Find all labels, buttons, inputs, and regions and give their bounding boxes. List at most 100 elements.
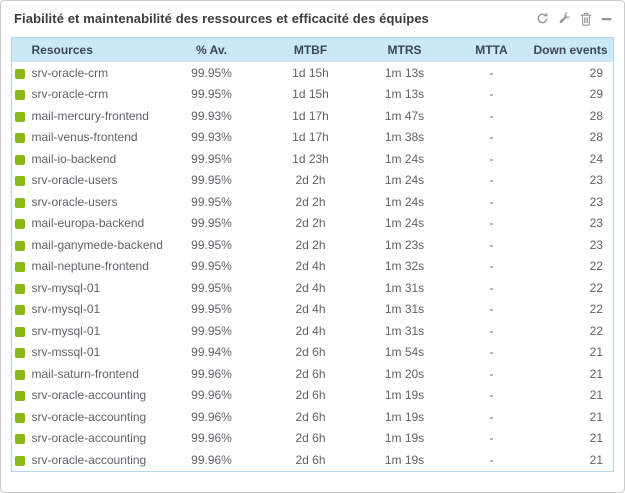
column-header-down-events[interactable]: Down events: [533, 37, 614, 62]
status-cell: [12, 299, 32, 321]
mtrs-value: 1m 24s: [384, 151, 425, 166]
mtrs-value: 1m 24s: [384, 173, 425, 188]
delete-button[interactable]: [580, 12, 592, 26]
table-row[interactable]: srv-oracle-accounting 99.96% 2d 6h 1m 19…: [12, 406, 614, 428]
down-events-value: 22: [589, 259, 603, 274]
column-header-mtta[interactable]: MTTA: [449, 37, 534, 62]
table-row[interactable]: srv-mysql-01 99.95% 2d 4h 1m 31s - 22: [12, 320, 614, 342]
status-cell: [12, 213, 32, 235]
table-row[interactable]: mail-neptune-frontend 99.95% 2d 4h 1m 32…: [12, 256, 614, 278]
resource-name: mail-saturn-frontend: [31, 366, 139, 381]
mtbf-value: 2d 6h: [295, 409, 326, 424]
status-cell: [12, 191, 32, 213]
table-row[interactable]: srv-mysql-01 99.95% 2d 4h 1m 31s - 22: [12, 299, 614, 321]
mtrs-value: 1m 19s: [384, 388, 425, 403]
resource-name: srv-oracle-users: [31, 194, 118, 209]
mtbf-value: 2d 4h: [295, 280, 326, 295]
column-header-availability[interactable]: % Av.: [161, 37, 262, 62]
table-row[interactable]: mail-venus-frontend 99.93% 1d 17h 1m 38s…: [12, 127, 614, 149]
resource-name: mail-ganymede-backend: [31, 237, 162, 252]
status-ok-icon: [15, 283, 25, 294]
column-header-resources[interactable]: Resources: [31, 37, 162, 62]
table-row[interactable]: mail-europa-backend 99.95% 2d 2h 1m 24s …: [12, 213, 614, 235]
table-row[interactable]: srv-mssql-01 99.94% 2d 6h 1m 54s - 21: [12, 342, 614, 364]
resource-name: srv-oracle-users: [31, 173, 118, 188]
mtta-value: -: [489, 216, 494, 231]
status-cell: [12, 428, 32, 450]
table-row[interactable]: srv-mysql-01 99.95% 2d 4h 1m 31s - 22: [12, 277, 614, 299]
availability-value: 99.96%: [191, 388, 232, 403]
mtta-value: -: [489, 323, 494, 338]
table-row[interactable]: mail-mercury-frontend 99.93% 1d 17h 1m 4…: [12, 105, 614, 127]
collapse-button[interactable]: [601, 12, 612, 26]
status-cell: [12, 277, 32, 299]
down-events-value: 21: [589, 345, 603, 360]
mtta-value: -: [489, 194, 494, 209]
status-ok-icon: [15, 68, 25, 79]
resource-name: mail-io-backend: [31, 151, 117, 166]
status-ok-icon: [15, 262, 25, 273]
resource-name: srv-oracle-crm: [31, 87, 109, 102]
availability-value: 99.95%: [191, 302, 232, 317]
resource-name: mail-neptune-frontend: [31, 259, 149, 274]
mtbf-value: 2d 2h: [295, 216, 326, 231]
mtrs-value: 1m 13s: [384, 87, 425, 102]
status-cell: [12, 449, 32, 471]
mtrs-value: 1m 31s: [384, 323, 425, 338]
configure-button[interactable]: [558, 12, 571, 26]
status-cell: [12, 256, 32, 278]
table-row[interactable]: srv-oracle-users 99.95% 2d 2h 1m 24s - 2…: [12, 191, 614, 213]
mtbf-value: 2d 6h: [295, 431, 326, 446]
availability-value: 99.95%: [191, 216, 232, 231]
table-body: srv-oracle-crm 99.95% 1d 15h 1m 13s - 29…: [12, 62, 614, 471]
resource-name: mail-mercury-frontend: [31, 108, 149, 123]
availability-value: 99.95%: [191, 151, 232, 166]
table-row[interactable]: srv-oracle-users 99.95% 2d 2h 1m 24s - 2…: [12, 170, 614, 192]
down-events-value: 29: [589, 65, 603, 80]
availability-value: 99.96%: [191, 409, 232, 424]
table-row[interactable]: srv-oracle-accounting 99.96% 2d 6h 1m 19…: [12, 385, 614, 407]
down-events-value: 28: [589, 130, 603, 145]
mtrs-value: 1m 24s: [384, 216, 425, 231]
table-row[interactable]: mail-io-backend 99.95% 1d 23h 1m 24s - 2…: [12, 148, 614, 170]
status-ok-icon: [15, 90, 25, 101]
refresh-button[interactable]: [536, 12, 549, 26]
status-cell: [12, 105, 32, 127]
resource-name: srv-mysql-01: [31, 302, 101, 317]
status-cell: [12, 342, 32, 364]
status-cell: [12, 385, 32, 407]
status-cell: [12, 363, 32, 385]
refresh-icon: [536, 12, 549, 25]
table-row[interactable]: mail-saturn-frontend 99.96% 2d 6h 1m 20s…: [12, 363, 614, 385]
availability-value: 99.95%: [191, 237, 232, 252]
status-ok-icon: [15, 434, 25, 445]
table-row[interactable]: srv-oracle-crm 99.95% 1d 15h 1m 13s - 29: [12, 62, 614, 84]
table-row[interactable]: mail-ganymede-backend 99.95% 2d 2h 1m 23…: [12, 234, 614, 256]
mtta-value: -: [489, 345, 494, 360]
column-header-mtrs[interactable]: MTRS: [359, 37, 450, 62]
availability-value: 99.95%: [191, 173, 232, 188]
table-header-row: Resources % Av. MTBF MTRS MTTA Down even…: [11, 37, 614, 62]
status-ok-icon: [15, 369, 25, 380]
down-events-value: 28: [589, 108, 603, 123]
down-events-value: 22: [589, 302, 603, 317]
availability-value: 99.94%: [191, 345, 232, 360]
table-row[interactable]: srv-oracle-accounting 99.96% 2d 6h 1m 19…: [12, 428, 614, 450]
table-row[interactable]: srv-oracle-accounting 99.96% 2d 6h 1m 19…: [12, 449, 614, 471]
down-events-value: 23: [589, 194, 603, 209]
status-ok-icon: [15, 455, 25, 466]
wrench-icon: [558, 12, 571, 25]
mtta-value: -: [489, 409, 494, 424]
mtta-value: -: [489, 108, 494, 123]
mtbf-value: 1d 23h: [292, 151, 329, 166]
table-row[interactable]: srv-oracle-crm 99.95% 1d 15h 1m 13s - 29: [12, 84, 614, 106]
mtta-value: -: [489, 130, 494, 145]
mtrs-value: 1m 54s: [384, 345, 425, 360]
mtrs-value: 1m 19s: [384, 431, 425, 446]
mtta-value: -: [489, 151, 494, 166]
trash-icon: [580, 12, 592, 26]
mtrs-value: 1m 23s: [384, 237, 425, 252]
status-cell: [12, 84, 32, 106]
status-ok-icon: [15, 176, 25, 187]
column-header-mtbf[interactable]: MTBF: [261, 37, 360, 62]
